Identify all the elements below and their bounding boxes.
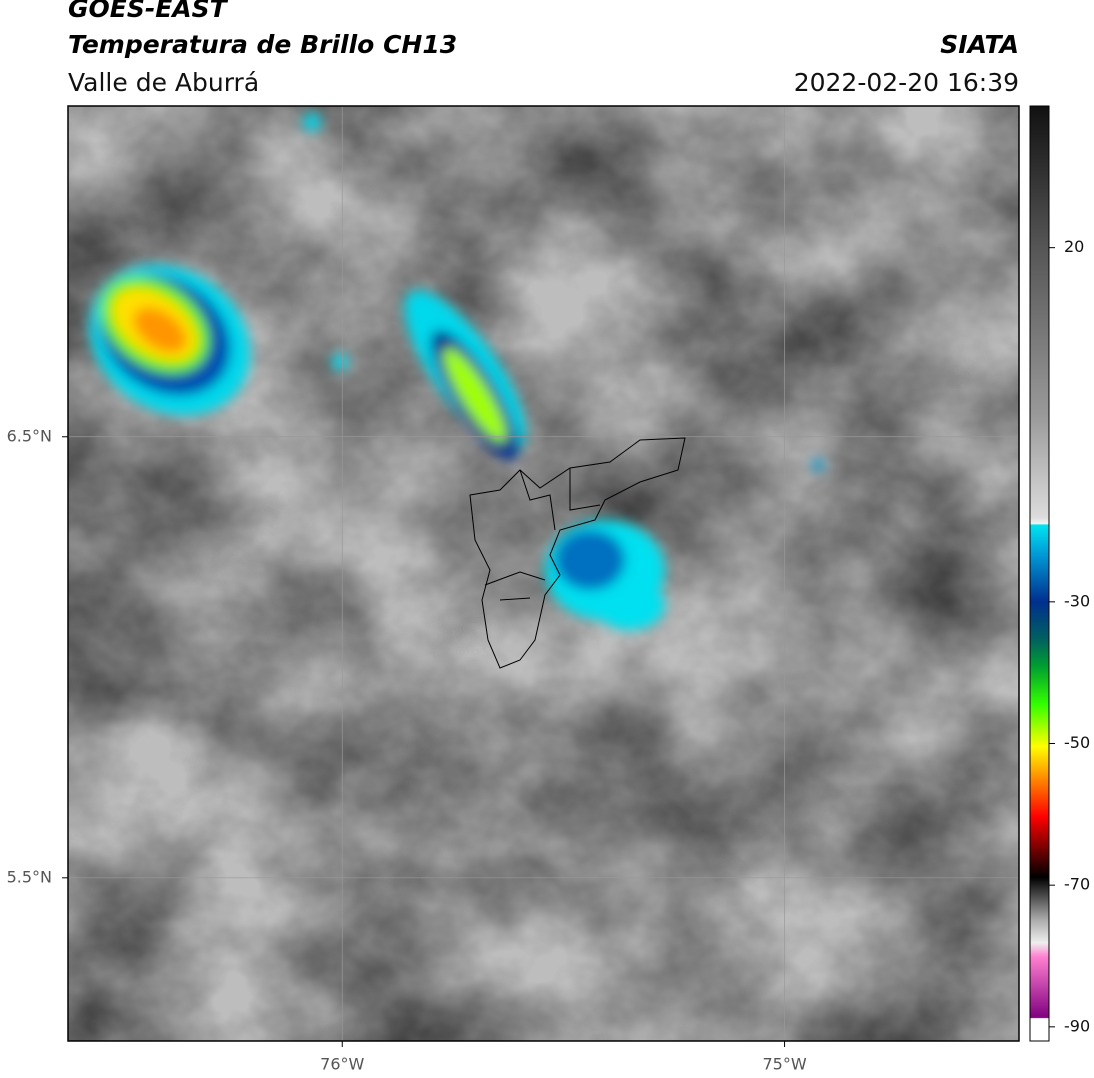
colorbar bbox=[1029, 105, 1050, 1042]
datetime: 2022-02-20 16:39 bbox=[794, 68, 1019, 97]
municipal-boundaries bbox=[469, 437, 686, 669]
storm bbox=[595, 580, 665, 630]
map-image bbox=[68, 106, 1019, 1041]
colorbar-tick-label: -70 bbox=[1064, 875, 1090, 894]
storm bbox=[443, 347, 507, 443]
subtitle: Temperatura de Brillo CH13 bbox=[68, 30, 457, 59]
storm bbox=[812, 459, 824, 471]
region: Valle de Aburrá bbox=[68, 68, 259, 97]
graticule bbox=[68, 106, 1019, 1041]
colorbar-tick-label: 20 bbox=[1064, 237, 1084, 256]
y-tick-label: 5.5°N bbox=[7, 867, 52, 886]
x-tick-label: 75°W bbox=[762, 1055, 806, 1074]
colorbar-tick-label: -50 bbox=[1064, 733, 1090, 752]
title: GOES-EAST bbox=[68, 0, 229, 23]
y-tick-label: 6.5°N bbox=[7, 426, 52, 445]
colorbar-tick-label: -90 bbox=[1064, 1016, 1090, 1035]
source: SIATA bbox=[940, 30, 1019, 59]
storm bbox=[133, 307, 187, 353]
storm bbox=[303, 113, 321, 131]
map-frame bbox=[67, 105, 1020, 1042]
cloud-texture bbox=[68, 106, 1019, 1041]
storm-cells bbox=[89, 113, 824, 630]
storm bbox=[555, 530, 625, 590]
colorbar-tick-label: -30 bbox=[1064, 591, 1090, 610]
storm bbox=[332, 354, 348, 370]
x-tick-label: 76°W bbox=[320, 1055, 364, 1074]
